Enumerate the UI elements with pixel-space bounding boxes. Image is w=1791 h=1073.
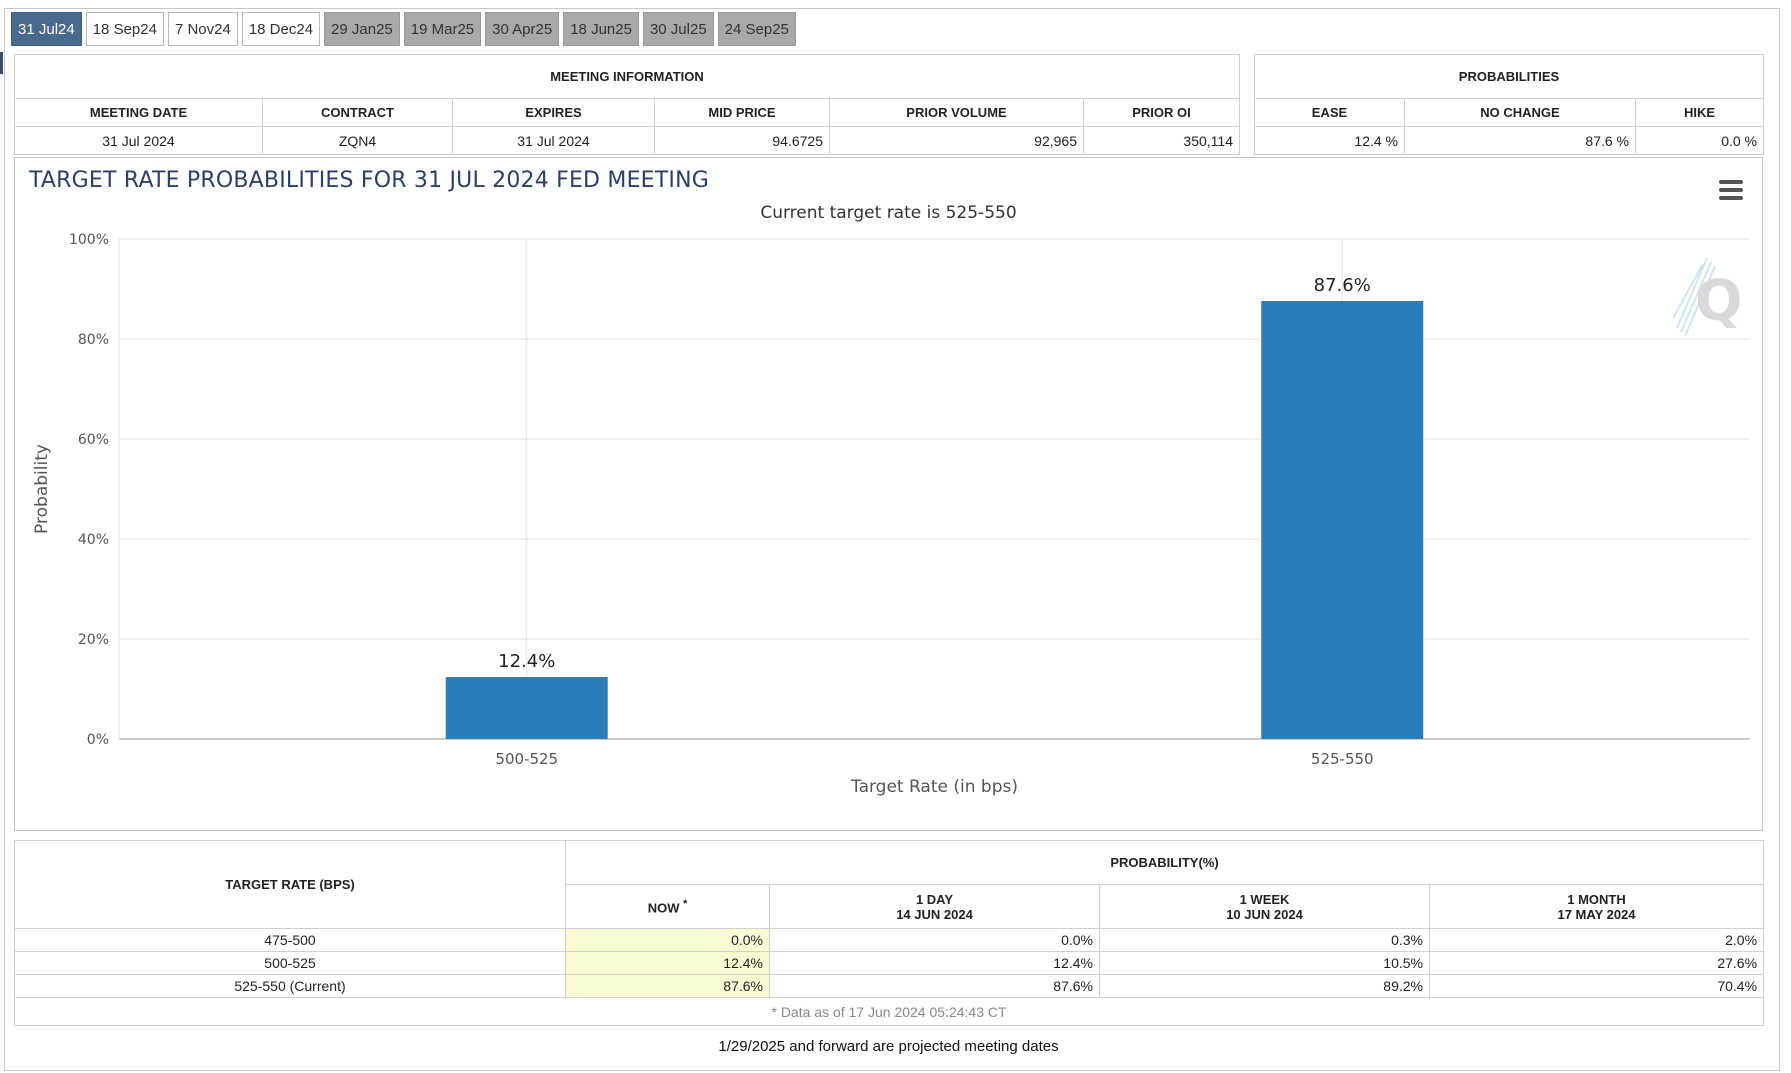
period-header-month: 1 MONTH 17 MAY 2024 xyxy=(1428,884,1765,929)
meeting-tab[interactable]: 7 Nov24 xyxy=(167,12,238,46)
week-cell: 89.2% xyxy=(1099,974,1430,998)
table-row: 525-550 (Current) 87.6% 87.6% 89.2% 70.4% xyxy=(14,974,1765,998)
svg-text:Q: Q xyxy=(1695,269,1743,334)
rate-cell: 500-525 xyxy=(14,951,566,975)
day-cell: 87.6% xyxy=(769,974,1100,998)
month-cell: 70.4% xyxy=(1428,974,1765,998)
rate-cell: 475-500 xyxy=(14,928,566,952)
y-tick-label: 100% xyxy=(69,232,109,248)
meeting-tab[interactable]: 30 Jul25 xyxy=(642,12,714,46)
col-mid-price: MID PRICE xyxy=(654,98,830,127)
col-prior-volume: PRIOR VOLUME xyxy=(829,98,1084,127)
left-edge-marker xyxy=(0,52,3,74)
data-label: 87.6% xyxy=(1314,275,1371,296)
prior-oi-value: 350,114 xyxy=(1083,126,1240,155)
meeting-tab[interactable]: 31 Jul24 xyxy=(11,12,82,46)
day-cell: 0.0% xyxy=(769,928,1100,952)
col-meeting-date: MEETING DATE xyxy=(14,98,263,127)
y-tick-label: 20% xyxy=(78,632,109,648)
now-cell: 0.0% xyxy=(565,928,770,952)
now-cell: 12.4% xyxy=(565,951,770,975)
probability-header: PROBABILITY(%) xyxy=(564,840,1765,885)
expires-value: 31 Jul 2024 xyxy=(452,126,655,155)
month-cell: 2.0% xyxy=(1428,928,1765,952)
rate-cell: 525-550 (Current) xyxy=(14,974,566,998)
week-cell: 0.3% xyxy=(1099,928,1430,952)
x-axis-title: Target Rate (in bps) xyxy=(850,777,1018,797)
col-contract: CONTRACT xyxy=(262,98,453,127)
meeting-date-value: 31 Jul 2024 xyxy=(14,126,263,155)
col-prior-oi: PRIOR OI xyxy=(1083,98,1240,127)
probabilities-header: PROBABILITIES xyxy=(1253,54,1765,99)
now-cell: 87.6% xyxy=(565,974,770,998)
no-change-value: 87.6 % xyxy=(1404,126,1636,155)
y-tick-label: 80% xyxy=(78,332,109,348)
meeting-tab[interactable]: 24 Sep25 xyxy=(717,12,796,46)
x-tick-label: 525-550 xyxy=(1311,750,1374,768)
mid-price-value: 94.6725 xyxy=(654,126,830,155)
contract-value: ZQN4 xyxy=(262,126,453,155)
meeting-tab[interactable]: 30 Apr25 xyxy=(485,12,560,46)
projected-dates-note: 1/29/2025 and forward are projected meet… xyxy=(718,1038,1059,1055)
y-tick-label: 40% xyxy=(78,532,109,548)
meeting-tab[interactable]: 29 Jan25 xyxy=(324,12,400,46)
now-header: NOW * xyxy=(565,884,770,929)
col-expires: EXPIRES xyxy=(452,98,655,127)
meeting-tab[interactable]: 18 Sep24 xyxy=(85,12,164,46)
chart-subtitle: Current target rate is 525-550 xyxy=(760,203,1017,223)
meeting-tab[interactable]: 18 Dec24 xyxy=(241,12,321,46)
y-axis-title: Probability xyxy=(32,444,52,534)
data-as-of-note: * Data as of 17 Jun 2024 05:24:43 CT xyxy=(13,997,1765,1026)
y-tick-label: 60% xyxy=(78,432,109,448)
meeting-tab[interactable]: 19 Mar25 xyxy=(403,12,482,46)
col-hike: HIKE xyxy=(1634,98,1765,127)
chart-title: TARGET RATE PROBABILITIES FOR 31 JUL 202… xyxy=(29,168,709,193)
col-no-change: NO CHANGE xyxy=(1404,98,1636,127)
bar xyxy=(1261,301,1424,739)
period-header-day: 1 DAY 14 JUN 2024 xyxy=(769,884,1100,929)
y-tick-label: 0% xyxy=(87,732,109,748)
x-tick-label: 500-525 xyxy=(495,750,558,768)
table-row: 475-500 0.0% 0.0% 0.3% 2.0% xyxy=(14,928,1765,952)
q-logo-icon: Q xyxy=(1672,257,1743,337)
chart-panel: TARGET RATE PROBABILITIES FOR 31 JUL 202… xyxy=(14,157,1763,831)
period-header-week: 1 WEEK 10 JUN 2024 xyxy=(1099,884,1430,929)
data-label: 12.4% xyxy=(498,651,555,672)
probability-bar-chart: 0% 20% 40% 60% 80% 100% 12.4% 500-525 87.6% 525-5… xyxy=(32,232,1750,797)
hike-value: 0.0 % xyxy=(1634,126,1765,155)
ease-value: 12.4 % xyxy=(1254,126,1405,155)
prior-volume-value: 92,965 xyxy=(829,126,1084,155)
month-cell: 27.6% xyxy=(1428,951,1765,975)
target-rate-table: TARGET RATE (BPS) PROBABILITY(%) NOW * 1… xyxy=(13,840,1765,1026)
week-cell: 10.5% xyxy=(1099,951,1430,975)
probabilities-table: PROBABILITIES EASE NO CHANGE HIKE 12.4 %… xyxy=(1253,54,1765,155)
day-cell: 12.4% xyxy=(769,951,1100,975)
meeting-tab[interactable]: 18 Jun25 xyxy=(563,12,639,46)
meeting-info-header: MEETING INFORMATION xyxy=(14,54,1240,99)
target-rate-header: TARGET RATE (BPS) xyxy=(14,840,566,929)
hamburger-menu-icon[interactable] xyxy=(1719,180,1743,200)
meeting-tabs: 31 Jul24 18 Sep24 7 Nov24 18 Dec24 29 Jan25 1… xyxy=(11,12,796,46)
meeting-info-table: MEETING INFORMATION MEETING DATE CONTRAC… xyxy=(14,54,1240,155)
col-ease: EASE xyxy=(1254,98,1405,127)
now-footnote-marker: * xyxy=(683,897,688,910)
table-row: 500-525 12.4% 12.4% 10.5% 27.6% xyxy=(14,951,1765,975)
bar xyxy=(445,677,608,739)
